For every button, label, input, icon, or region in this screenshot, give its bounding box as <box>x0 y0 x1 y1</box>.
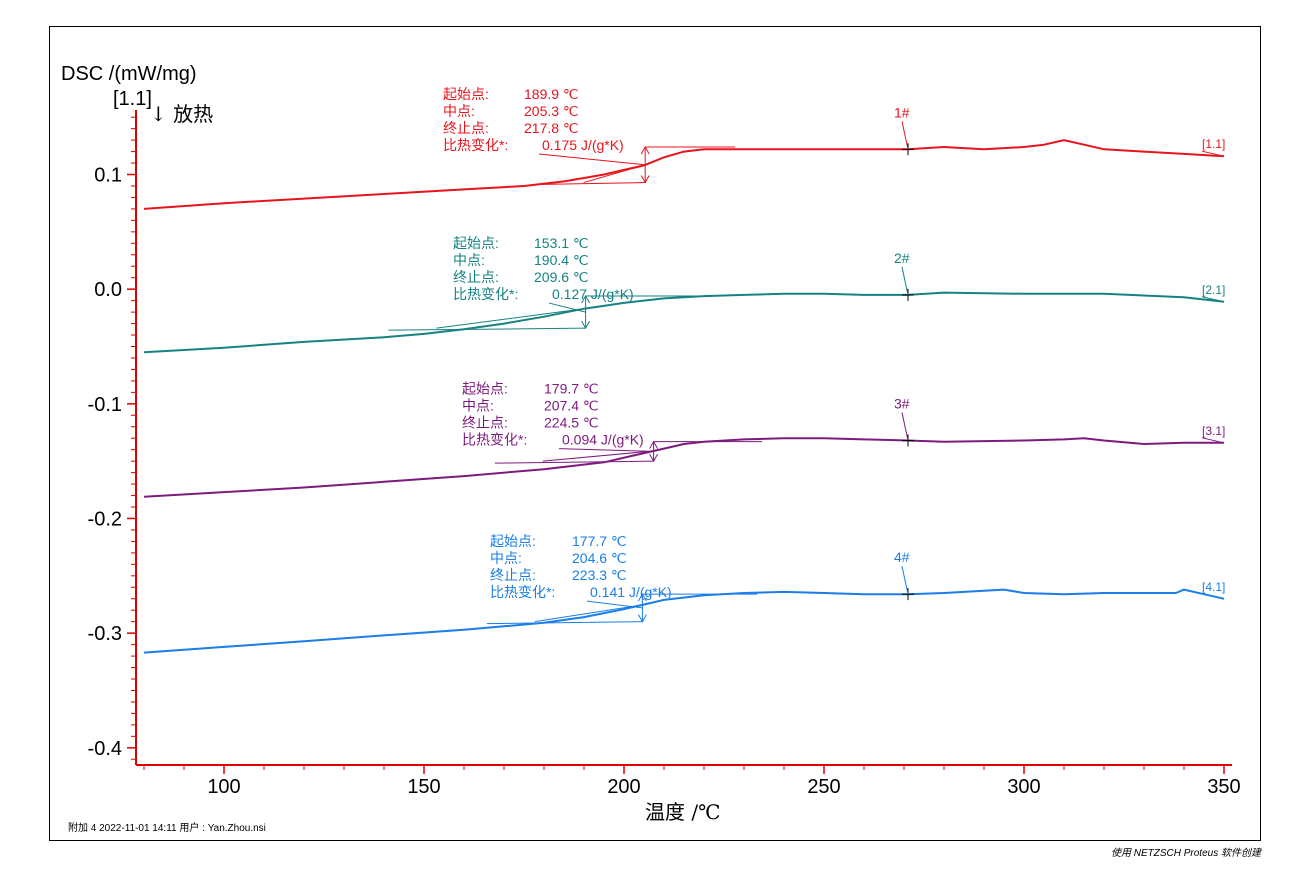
curve-tag-leader <box>1201 437 1225 444</box>
inflection-tangent <box>436 307 586 329</box>
curve-tag-label: [1.1] <box>1202 137 1225 151</box>
step-arrow-head-bottom <box>637 614 647 623</box>
annotation-value: 179.7 ℃ <box>544 381 599 397</box>
annotation-value: 207.4 ℃ <box>544 398 599 414</box>
annotation-value: 209.6 ℃ <box>534 269 589 285</box>
annotation-label: 起始点: <box>443 86 489 102</box>
y-tick-label: 0.1 <box>94 165 122 187</box>
sample-name-label: 2# <box>894 250 910 266</box>
inflection-tangent <box>534 604 643 623</box>
annotation-value: 217.8 ℃ <box>524 120 579 136</box>
step-arrow-head-bottom <box>581 320 591 330</box>
baseline-tangent-low <box>388 327 586 331</box>
inflection-tangent <box>583 164 646 184</box>
annotation-label: 终止点: <box>490 567 536 583</box>
annotation-label: 终止点: <box>462 415 508 431</box>
annotation-label: 比热变化*: <box>490 584 555 600</box>
y-axis-label: DSC /(mW/mg) <box>61 63 197 85</box>
annotation-label: 中点: <box>490 550 522 566</box>
segment-label: [1.1] <box>113 88 152 110</box>
annotation-value: 177.7 ℃ <box>572 533 627 549</box>
annotation-value: 0.175 J/(g*K) <box>542 137 624 153</box>
y-tick-label: 0.0 <box>94 279 122 301</box>
annotation-leader <box>558 448 654 452</box>
annotation-label: 终止点: <box>443 120 489 136</box>
curve-tag-label: [2.1] <box>1202 283 1225 297</box>
series-line-2 <box>143 291 1225 354</box>
exo-direction-label: ↓ 放热 <box>150 102 214 126</box>
annotation-value: 224.5 ℃ <box>544 415 599 431</box>
sample-leader <box>901 412 909 441</box>
y-tick-label: -0.3 <box>88 623 122 645</box>
annotation-label: 比热变化*: <box>453 286 518 302</box>
curve-tag-label: [3.1] <box>1202 424 1225 438</box>
x-tick-label: 150 <box>407 776 440 798</box>
curve-tag-leader <box>1201 150 1225 157</box>
annotation-leader <box>538 153 646 166</box>
curve-tag-label: [4.1] <box>1202 580 1225 594</box>
baseline-tangent-low <box>494 460 654 464</box>
annotation-value: 0.141 J/(g*K) <box>590 584 672 600</box>
annotation-value: 189.9 ℃ <box>524 86 579 102</box>
annotation-value: 204.6 ℃ <box>572 550 627 566</box>
sample-name-label: 3# <box>894 396 910 412</box>
step-arrow-head-top <box>640 146 650 155</box>
annotation-label: 中点: <box>453 252 485 268</box>
annotation-value: 190.4 ℃ <box>534 252 589 268</box>
annotation-value: 0.127 J/(g*K) <box>552 286 634 302</box>
y-tick-label: -0.1 <box>88 394 122 416</box>
x-tick-label: 100 <box>207 776 240 798</box>
baseline-tangent-low <box>486 621 643 625</box>
plot-frame <box>49 26 1261 841</box>
software-credit: 使用 NETZSCH Proteus 软件创建 <box>1110 848 1261 859</box>
footer-info: 附加 4 2022-11-01 14:11 用户 : Yan.Zhou.nsi <box>68 823 266 834</box>
series-line-4 <box>143 588 1225 654</box>
x-tick-label: 250 <box>807 776 840 798</box>
annotation-leader <box>586 600 643 609</box>
sample-leader <box>901 266 909 296</box>
baseline-tangent-low <box>535 182 646 186</box>
step-arrow-head-top <box>637 593 647 602</box>
annotation-label: 起始点: <box>462 381 508 397</box>
annotation-label: 中点: <box>462 398 494 414</box>
series-line-3 <box>143 437 1224 498</box>
annotation-label: 比热变化*: <box>443 137 508 153</box>
annotation-value: 223.3 ℃ <box>572 567 627 583</box>
annotation-value: 153.1 ℃ <box>534 235 589 251</box>
sample-name-label: 1# <box>894 104 910 120</box>
y-tick-label: -0.4 <box>88 738 122 760</box>
step-arrow-head-bottom <box>640 175 650 184</box>
curve-tag-leader <box>1201 593 1225 600</box>
annotation-label: 中点: <box>443 103 475 119</box>
x-tick-label: 350 <box>1207 776 1240 798</box>
annotation-label: 终止点: <box>453 269 499 285</box>
sample-leader <box>901 121 909 150</box>
annotation-label: 比热变化*: <box>462 432 527 448</box>
curve-tag-leader <box>1201 296 1225 303</box>
step-arrow-head-bottom <box>649 453 659 463</box>
series-line-1 <box>143 139 1225 210</box>
x-tick-label: 300 <box>1007 776 1040 798</box>
y-tick-label: -0.2 <box>88 508 122 530</box>
inflection-tangent <box>542 450 654 462</box>
annotation-label: 起始点: <box>453 235 499 251</box>
annotation-value: 0.094 J/(g*K) <box>562 432 644 448</box>
annotation-leader <box>548 302 586 313</box>
x-axis-label: 温度 /℃ <box>645 800 721 824</box>
annotation-label: 起始点: <box>490 533 536 549</box>
sample-name-label: 4# <box>894 549 910 565</box>
step-arrow-head-top <box>581 295 591 304</box>
step-arrow-head-top <box>649 440 659 449</box>
annotation-value: 205.3 ℃ <box>524 103 579 119</box>
sample-leader <box>901 566 909 595</box>
x-tick-label: 200 <box>607 776 640 798</box>
